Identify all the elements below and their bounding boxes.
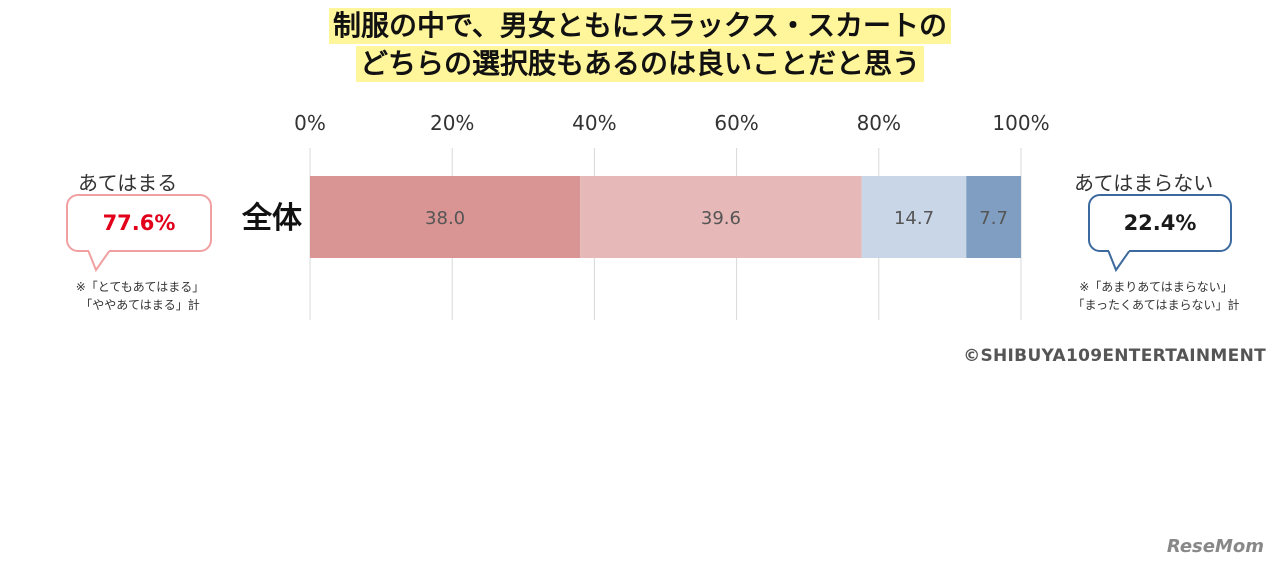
right-summary-bubble: 22.4% xyxy=(1088,194,1232,252)
left-summary-label: あてはまる xyxy=(78,171,178,195)
title-line-1: 制服の中で、男女ともにスラックス・スカートの xyxy=(328,8,952,44)
left-bubble-tail xyxy=(87,250,111,273)
data-label: 39.6 xyxy=(701,208,741,229)
x-tick-label: 60% xyxy=(714,111,758,135)
x-tick-label: 0% xyxy=(294,111,326,135)
title-line-2: どちらの選択肢もあるのは良いことだと思う xyxy=(355,46,924,82)
bar-segment xyxy=(966,176,1021,258)
right-summary-label: あてはまらない xyxy=(1074,171,1214,195)
right-note-line-1: ※「あまりあてはまらない」 xyxy=(1079,280,1233,294)
category-label: 全体 xyxy=(241,201,303,236)
right-note-line-2: 「まったくあてはまらない」計 xyxy=(1072,298,1240,312)
chart-title: 制服の中で、男女ともにスラックス・スカートの どちらの選択肢もあるのは良いことだ… xyxy=(0,8,1280,82)
left-note-line-2: 「ややあてはまる」計 xyxy=(80,298,200,312)
data-label: 38.0 xyxy=(425,208,465,229)
data-label: 7.7 xyxy=(979,208,1008,229)
x-tick-label: 20% xyxy=(430,111,474,135)
left-summary-value: 77.6% xyxy=(102,211,176,235)
x-tick-label: 80% xyxy=(857,111,901,135)
left-note-line-1: ※「とてもあてはまる」 xyxy=(75,280,205,294)
right-summary-note: ※「あまりあてはまらない」 「まったくあてはまらない」計 xyxy=(1048,278,1264,314)
resemom-logo: ReseMom xyxy=(1166,536,1264,557)
bar-segment xyxy=(580,176,862,258)
copyright: ©SHIBUYA109ENTERTAINMENT xyxy=(963,346,1266,366)
left-summary-note: ※「とてもあてはまる」 「ややあてはまる」計 xyxy=(60,278,220,314)
bar-segment xyxy=(861,176,967,258)
x-tick-label: 40% xyxy=(572,111,616,135)
left-summary-bubble: 77.6% xyxy=(66,194,212,252)
data-label: 14.7 xyxy=(894,208,934,229)
right-bubble-tail xyxy=(1107,250,1131,273)
right-summary-value: 22.4% xyxy=(1123,211,1197,235)
x-tick-label: 100% xyxy=(992,111,1049,135)
bar-segment xyxy=(310,176,581,258)
